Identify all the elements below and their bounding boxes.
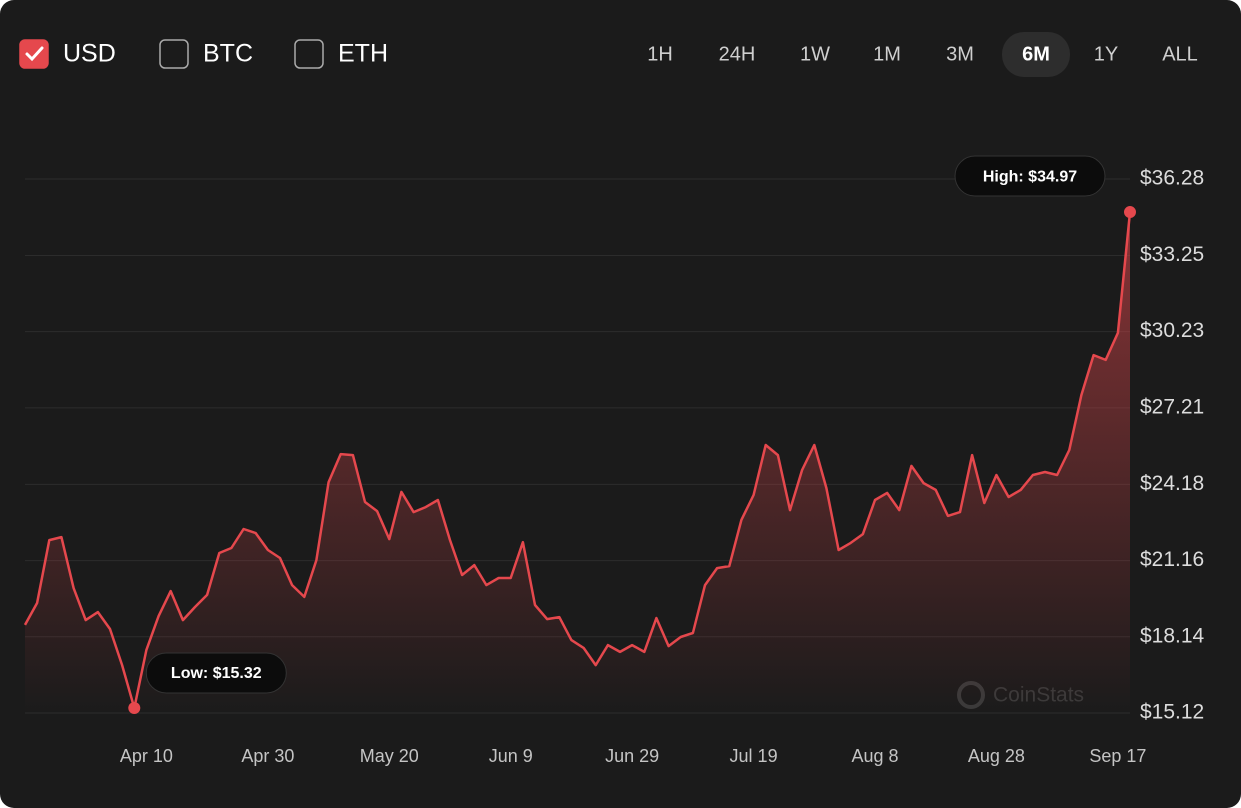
y-tick-label: $21.16: [1140, 548, 1204, 571]
range-button[interactable]: 1W: [800, 43, 830, 65]
y-tick-label: $27.21: [1140, 395, 1204, 418]
extreme-point: [128, 701, 141, 714]
x-tick-label: Jun 29: [605, 746, 659, 766]
range-button[interactable]: 24H: [719, 43, 756, 65]
y-tick-label: $33.25: [1140, 243, 1204, 266]
x-tick-label: Sep 17: [1089, 746, 1146, 766]
y-tick-label: $30.23: [1140, 319, 1204, 342]
checkbox[interactable]: [19, 39, 49, 69]
annotation: High: $34.97: [983, 168, 1077, 185]
x-tick-label: Apr 30: [241, 746, 294, 766]
y-tick-label: $15.12: [1140, 701, 1204, 724]
range-selected-bg: [1002, 32, 1070, 77]
x-tick-label: Apr 10: [120, 746, 173, 766]
y-tick-label: $18.14: [1140, 624, 1205, 647]
x-tick-label: May 20: [360, 746, 419, 766]
check-icon: [25, 46, 44, 62]
y-tick-label: $24.18: [1140, 472, 1204, 495]
range-button[interactable]: ALL: [1162, 43, 1198, 65]
y-tick-label: $36.28: [1140, 167, 1204, 190]
range-button[interactable]: 1H: [647, 43, 673, 65]
annotation: Low: $15.32: [171, 665, 262, 682]
x-tick-label: Jun 9: [489, 746, 533, 766]
range-button[interactable]: 6M: [1022, 43, 1050, 65]
checkbox[interactable]: [294, 39, 324, 69]
annotation-bg: [954, 155, 1106, 197]
x-tick-label: Aug 8: [851, 746, 898, 766]
extreme-point: [1124, 206, 1136, 219]
range-button[interactable]: 3M: [946, 43, 974, 65]
checkbox[interactable]: [159, 39, 189, 69]
range-button[interactable]: 1M: [873, 43, 901, 65]
checkbox-label[interactable]: BTC: [203, 40, 253, 68]
x-tick-label: Aug 28: [968, 746, 1025, 766]
area: [25, 212, 1130, 713]
range-button[interactable]: 1Y: [1094, 43, 1118, 65]
x-tick-label: Jul 19: [730, 746, 778, 766]
annotation-bg: [145, 652, 287, 694]
price-line: [23, 211, 1132, 710]
checkbox-label[interactable]: ETH: [338, 40, 388, 68]
checkbox-label[interactable]: USD: [63, 40, 116, 68]
